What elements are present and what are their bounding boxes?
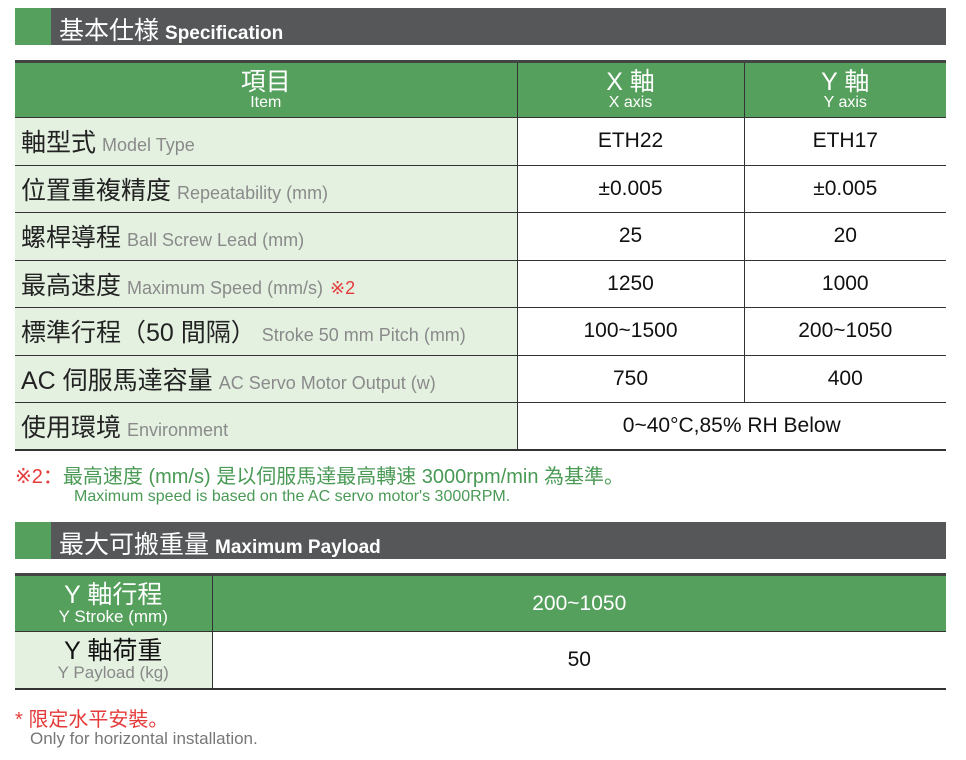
value-x: 100~1500 xyxy=(516,307,744,356)
payload-row-load: Y 軸荷重 Y Payload (kg) 50 xyxy=(15,631,946,689)
green-accent-block xyxy=(15,8,51,45)
row-label: 螺桿導程 Ball Screw Lead (mm) xyxy=(15,212,517,261)
stroke-label: Y 軸行程 Y Stroke (mm) xyxy=(15,574,212,632)
spec-row: AC 伺服馬達容量 AC Servo Motor Output (w) 750 400 xyxy=(15,355,946,403)
value-y: 200~1050 xyxy=(743,307,946,356)
stroke-value: 200~1050 xyxy=(211,574,946,632)
row-label: 軸型式 Model Type xyxy=(15,117,517,166)
spec-row: 最高速度 Maximum Speed (mm/s) ※2 1250 1000 xyxy=(15,260,946,308)
header-item: 項目 Item xyxy=(15,61,517,118)
value-both: 0~40°C,85% RH Below xyxy=(516,402,946,451)
payload-title: 最大可搬重量 Maximum Payload xyxy=(59,525,381,561)
payload-title-en: Maximum Payload xyxy=(215,537,381,558)
row-label: 最高速度 Maximum Speed (mm/s) ※2 xyxy=(15,260,517,308)
spec-row: 軸型式 Model Type ETH22 ETH17 xyxy=(15,117,946,166)
spec-row: 位置重複精度 Repeatability (mm) ±0.005 ±0.005 xyxy=(15,165,946,213)
green-accent-block xyxy=(15,522,51,559)
value-y: 1000 xyxy=(743,260,946,308)
value-y: ±0.005 xyxy=(743,165,946,213)
value-x: 750 xyxy=(516,355,744,403)
value-x: ETH22 xyxy=(516,117,744,166)
spec-row: 標準行程（50 間隔） Stroke 50 mm Pitch (mm) 100~15… xyxy=(15,307,946,356)
value-x: 1250 xyxy=(516,260,744,308)
payload-row-stroke: Y 軸行程 Y Stroke (mm) 200~1050 xyxy=(15,574,946,632)
speed-note: ※2：最高速度 (mm/s) 是以伺服馬達最高轉速 3000rpm/min 為基… xyxy=(15,466,625,488)
load-label: Y 軸荷重 Y Payload (kg) xyxy=(15,631,212,689)
spec-row: 螺桿導程 Ball Screw Lead (mm) 25 20 xyxy=(15,212,946,261)
payload-table: Y 軸行程 Y Stroke (mm) 200~1050 Y 軸荷重 Y Paylo… xyxy=(15,573,946,690)
load-value: 50 xyxy=(211,631,946,689)
spec-title-en: Specification xyxy=(165,23,284,44)
row-label: AC 伺服馬達容量 AC Servo Motor Output (w) xyxy=(15,355,517,403)
row-label: 位置重複精度 Repeatability (mm) xyxy=(15,165,517,213)
speed-note-en: Maximum speed is based on the AC servo m… xyxy=(74,488,511,505)
install-note-en: Only for horizontal installation. xyxy=(30,729,258,748)
row-label: 使用環境 Environment xyxy=(15,402,517,451)
value-x: ±0.005 xyxy=(516,165,744,213)
value-y: ETH17 xyxy=(743,117,946,166)
install-note: * 限定水平安裝。 xyxy=(15,709,169,731)
spec-row: 使用環境 Environment 0~40°C,85% RH Below xyxy=(15,402,946,451)
payload-section-header: 最大可搬重量 Maximum Payload xyxy=(15,522,946,559)
spec-title: 基本仕様 Specification xyxy=(59,11,283,47)
row-label: 標準行程（50 間隔） Stroke 50 mm Pitch (mm) xyxy=(15,307,517,356)
value-x: 25 xyxy=(516,212,744,261)
spec-section-header: 基本仕様 Specification xyxy=(15,8,946,45)
spec-title-zh: 基本仕様 xyxy=(59,17,160,45)
value-y: 400 xyxy=(743,355,946,403)
value-y: 20 xyxy=(743,212,946,261)
payload-title-zh: 最大可搬重量 xyxy=(59,531,210,559)
